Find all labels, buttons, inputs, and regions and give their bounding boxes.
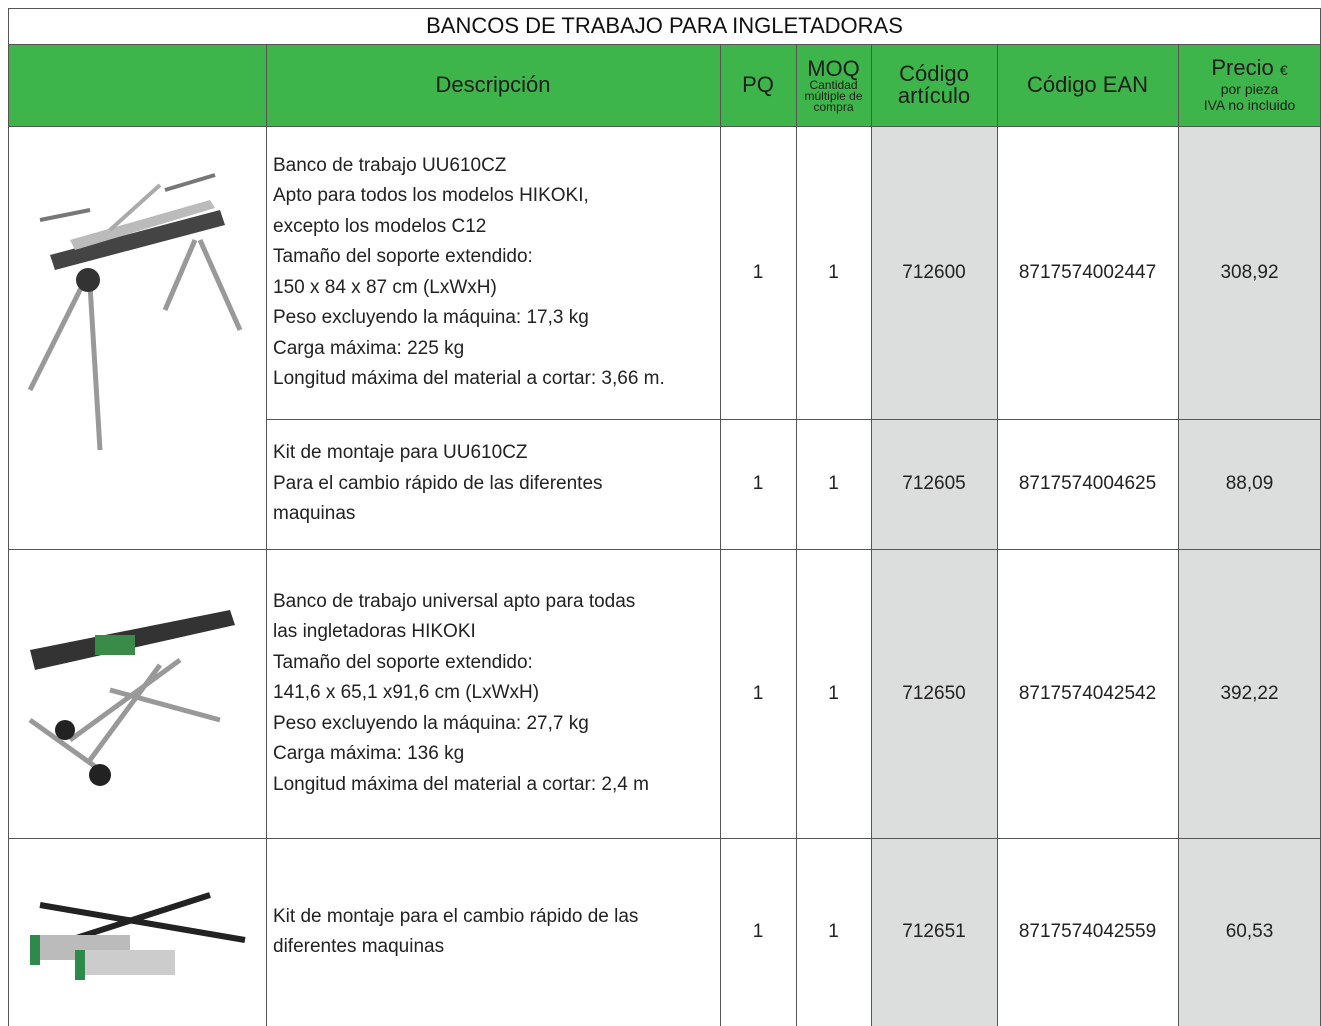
product-image-universal-stand bbox=[28, 610, 235, 786]
description-line: las ingletadoras HIKOKI bbox=[273, 621, 476, 643]
pq-cell: 1 bbox=[752, 921, 764, 942]
moq-cell: 1 bbox=[828, 473, 839, 494]
grid-line bbox=[266, 419, 1321, 420]
table-title: BANCOS DE TRABAJO PARA INGLETADORAS bbox=[426, 13, 903, 38]
moq-cell: 1 bbox=[828, 682, 839, 704]
grid-line bbox=[8, 8, 9, 1026]
header-ean: Código EAN bbox=[1026, 72, 1149, 97]
description-line: Longitud máxima del material a cortar: 3… bbox=[273, 368, 665, 389]
grid-line bbox=[1178, 44, 1179, 1026]
header-code: Código artículo bbox=[871, 44, 997, 126]
grid-line bbox=[796, 44, 797, 1026]
header-price-title: Precio bbox=[1211, 55, 1274, 80]
description-line: Para el cambio rápido de las diferentes bbox=[273, 472, 603, 494]
grid-line bbox=[8, 549, 1321, 550]
description-line: Kit de montaje para UU610CZ bbox=[273, 442, 528, 464]
description-cell: Kit de montaje para UU610CZ Para el cambi… bbox=[266, 419, 727, 549]
grid-line bbox=[8, 8, 1321, 9]
header-band bbox=[8, 44, 1321, 126]
price-cell: 88,09 bbox=[1225, 473, 1274, 494]
ean-cell: 8717574042559 bbox=[1018, 921, 1157, 942]
pq-cell: 1 bbox=[752, 261, 764, 283]
description-cell: Banco de trabajo UU610CZ Apto para todos … bbox=[266, 126, 727, 419]
header-pq: PQ bbox=[742, 72, 774, 97]
ean-cell: 8717574042542 bbox=[1018, 682, 1157, 704]
description-cell: Kit de montaje para el cambio rápido de … bbox=[266, 838, 727, 1026]
header-code-line: artículo bbox=[897, 83, 971, 108]
moq-cell: 1 bbox=[828, 261, 839, 283]
description-line: Carga máxima: 136 kg bbox=[273, 743, 465, 765]
header-description: Descripción bbox=[435, 72, 551, 97]
code-cell: 712651 bbox=[902, 921, 966, 942]
description-line: diferentes maquinas bbox=[273, 936, 445, 957]
code-column-bg bbox=[871, 126, 997, 1026]
ean-cell: 8717574004625 bbox=[1018, 473, 1157, 494]
ean-cell: 8717574002447 bbox=[1018, 261, 1157, 283]
description-cell: Banco de trabajo universal apto para tod… bbox=[266, 549, 727, 838]
header-moq-note: Cantidad bbox=[809, 77, 858, 92]
price-cell: 308,92 bbox=[1220, 261, 1279, 283]
description-line: Apto para todos los modelos HIKOKI, bbox=[273, 185, 589, 206]
description-line: Peso excluyendo la máquina: 27,7 kg bbox=[273, 712, 589, 734]
description-line: excepto los modelos C12 bbox=[273, 215, 487, 237]
header-code-line: Código bbox=[899, 61, 969, 86]
header-moq-title: MOQ bbox=[807, 55, 860, 81]
price-cell: 60,53 bbox=[1225, 921, 1274, 942]
description-line: maquinas bbox=[273, 503, 356, 525]
header-moq-note: múltiple de bbox=[804, 88, 863, 103]
header-currency: € bbox=[1279, 62, 1288, 78]
description-line: Peso excluyendo la máquina: 17,3 kg bbox=[273, 307, 589, 328]
description-line: 150 x 84 x 87 cm (LxWxH) bbox=[273, 276, 497, 298]
description-line: Banco de trabajo UU610CZ bbox=[273, 154, 507, 176]
grid-line bbox=[266, 44, 267, 1026]
code-cell: 712600 bbox=[902, 261, 966, 283]
grid-line bbox=[8, 838, 1321, 839]
grid-line bbox=[720, 44, 721, 1026]
price-column-bg bbox=[1178, 126, 1321, 1026]
product-image-stand bbox=[27, 173, 243, 451]
grid-line bbox=[871, 44, 872, 1026]
description-line: Longitud máxima del material a cortar: 2… bbox=[273, 773, 649, 795]
header-moq-note: compra bbox=[813, 99, 854, 114]
grid-line bbox=[8, 126, 1321, 127]
header-price-note: por pieza bbox=[1220, 81, 1279, 97]
code-cell: 712650 bbox=[902, 682, 966, 704]
header-price-note: IVA no incluido bbox=[1203, 97, 1296, 113]
grid-line bbox=[8, 44, 1321, 45]
description-line: Tamaño del soporte extendido: bbox=[273, 651, 533, 673]
header-price: Precio € por pieza IVA no incluido bbox=[1178, 44, 1321, 126]
description-line: Banco de trabajo universal apto para tod… bbox=[273, 590, 636, 612]
description-line: 141,6 x 65,1 x91,6 cm (LxWxH) bbox=[273, 682, 540, 704]
grid-line bbox=[997, 44, 998, 1026]
description-line: Tamaño del soporte extendido: bbox=[273, 246, 533, 267]
header-moq: MOQ Cantidad múltiple de compra bbox=[796, 44, 871, 126]
product-image-mount-kit bbox=[30, 892, 246, 980]
pq-cell: 1 bbox=[752, 682, 764, 704]
description-line: Kit de montaje para el cambio rápido de … bbox=[273, 905, 639, 927]
pq-cell: 1 bbox=[752, 473, 764, 494]
code-cell: 712605 bbox=[902, 473, 966, 494]
moq-cell: 1 bbox=[828, 921, 839, 942]
description-line: Carga máxima: 225 kg bbox=[273, 337, 465, 359]
price-cell: 392,22 bbox=[1220, 682, 1279, 704]
